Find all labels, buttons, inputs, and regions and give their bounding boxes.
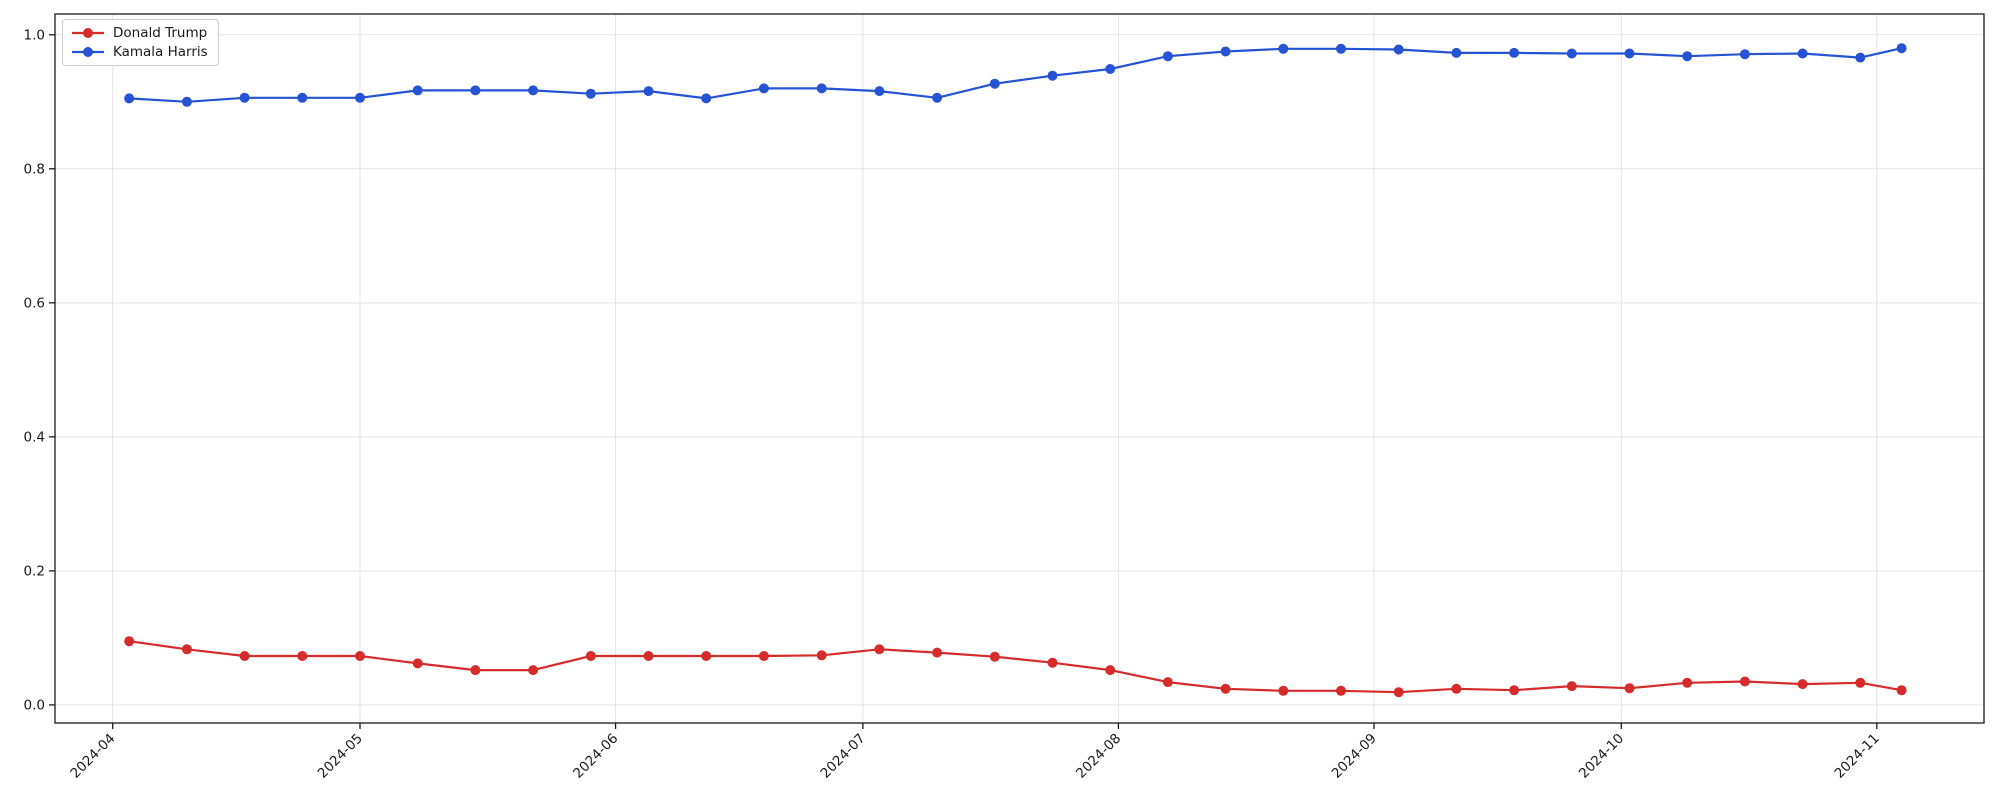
- data-point-marker-donald-trump: [1509, 685, 1520, 696]
- legend-label-kamala-harris: Kamala Harris: [113, 44, 208, 60]
- legend-item-donald-trump: Donald Trump: [71, 25, 208, 41]
- data-point-marker-donald-trump: [989, 651, 1000, 662]
- data-point-marker-kamala-harris: [124, 93, 135, 104]
- data-point-marker-kamala-harris: [1336, 43, 1346, 54]
- data-point-marker-kamala-harris: [989, 78, 1000, 89]
- data-point-marker-donald-trump: [1278, 685, 1289, 696]
- data-point-marker-kamala-harris: [1393, 44, 1404, 55]
- data-point-marker-donald-trump: [1162, 677, 1173, 688]
- data-point-marker-donald-trump: [585, 651, 596, 661]
- y-tick-label: 0.2: [24, 563, 45, 579]
- data-point-marker-donald-trump: [816, 650, 827, 661]
- series-line-kamala-harris: [129, 47, 1902, 103]
- y-tick-label: 1.0: [24, 27, 45, 43]
- data-point-marker-donald-trump: [1739, 676, 1750, 687]
- data-point-marker-donald-trump: [1682, 677, 1693, 688]
- data-point-marker-donald-trump: [124, 636, 135, 647]
- data-point-marker-kamala-harris: [816, 83, 827, 94]
- axes-spines: [54, 13, 1985, 724]
- x-tick-label: 2024-06: [570, 731, 621, 782]
- data-point-marker-kamala-harris: [1566, 48, 1577, 59]
- x-tick-label: 2024-11: [1831, 731, 1882, 782]
- x-tick-label: 2024-08: [1073, 731, 1124, 782]
- data-point-marker-donald-trump: [1220, 683, 1231, 694]
- data-point-marker-kamala-harris: [1624, 48, 1635, 59]
- data-point-marker-donald-trump: [1896, 685, 1907, 696]
- legend-line-marker-icon: [72, 47, 104, 57]
- y-tick-label: 0.6: [24, 295, 45, 311]
- y-tick-label: 0.4: [24, 429, 45, 445]
- x-tick-label: 2024-09: [1329, 731, 1380, 782]
- data-point-marker-kamala-harris: [181, 96, 192, 107]
- data-point-marker-kamala-harris: [932, 92, 943, 103]
- data-point-marker-kamala-harris: [1047, 70, 1058, 81]
- data-point-marker-kamala-harris: [528, 85, 539, 96]
- data-point-marker-donald-trump: [239, 651, 250, 661]
- x-tick-label: 2024-07: [818, 731, 869, 782]
- data-point-marker-donald-trump: [701, 651, 712, 661]
- data-point-marker-kamala-harris: [1797, 48, 1808, 59]
- x-tick-label: 2024-05: [315, 731, 366, 782]
- data-point-marker-kamala-harris: [701, 93, 712, 104]
- data-point-marker-donald-trump: [1336, 685, 1346, 696]
- data-point-marker-donald-trump: [1105, 665, 1116, 676]
- data-point-marker-kamala-harris: [1682, 51, 1693, 62]
- y-tick-label: 0.8: [24, 161, 45, 177]
- y-tick-label: 0.0: [24, 697, 45, 713]
- data-point-marker-donald-trump: [1797, 679, 1808, 690]
- series-line-donald-trump: [129, 640, 1902, 694]
- data-point-marker-donald-trump: [1047, 657, 1058, 668]
- data-point-marker-donald-trump: [181, 644, 192, 655]
- data-point-marker-kamala-harris: [1278, 43, 1289, 54]
- data-point-marker-kamala-harris: [355, 92, 365, 103]
- x-tick-label: 2024-04: [67, 731, 118, 782]
- legend: Donald Trump Kamala Harris: [62, 19, 219, 66]
- data-point-marker-donald-trump: [643, 651, 654, 661]
- data-point-marker-kamala-harris: [1896, 43, 1907, 54]
- data-point-marker-donald-trump: [1624, 683, 1635, 694]
- legend-label-donald-trump: Donald Trump: [113, 25, 208, 41]
- data-point-marker-donald-trump: [932, 647, 943, 658]
- legend-line-marker-icon: [72, 28, 104, 38]
- data-point-marker-donald-trump: [1451, 683, 1462, 694]
- data-point-marker-donald-trump: [412, 658, 423, 669]
- data-point-marker-kamala-harris: [1509, 47, 1520, 58]
- data-point-marker-kamala-harris: [239, 92, 250, 103]
- data-point-marker-kamala-harris: [643, 86, 654, 97]
- data-point-marker-donald-trump: [528, 665, 539, 676]
- data-point-marker-donald-trump: [470, 665, 481, 676]
- data-point-marker-kamala-harris: [758, 83, 769, 94]
- data-point-marker-donald-trump: [874, 644, 885, 655]
- data-point-marker-kamala-harris: [1105, 64, 1116, 74]
- data-point-marker-donald-trump: [355, 651, 365, 661]
- data-point-marker-donald-trump: [1566, 681, 1577, 692]
- data-point-marker-donald-trump: [1393, 687, 1404, 698]
- data-point-marker-kamala-harris: [1162, 51, 1173, 62]
- data-point-marker-kamala-harris: [297, 92, 308, 103]
- data-point-marker-kamala-harris: [1855, 52, 1866, 63]
- data-point-marker-kamala-harris: [470, 85, 481, 96]
- data-point-marker-kamala-harris: [1451, 47, 1462, 58]
- data-point-marker-kamala-harris: [585, 88, 596, 99]
- data-point-marker-donald-trump: [297, 651, 308, 661]
- data-point-marker-kamala-harris: [1220, 46, 1231, 57]
- data-point-marker-donald-trump: [1855, 677, 1866, 688]
- x-tick-label: 2024-10: [1576, 731, 1627, 782]
- data-point-marker-kamala-harris: [874, 86, 885, 97]
- legend-item-kamala-harris: Kamala Harris: [71, 44, 208, 60]
- data-point-marker-kamala-harris: [412, 85, 423, 96]
- data-point-marker-donald-trump: [758, 651, 769, 661]
- data-point-marker-kamala-harris: [1739, 49, 1750, 60]
